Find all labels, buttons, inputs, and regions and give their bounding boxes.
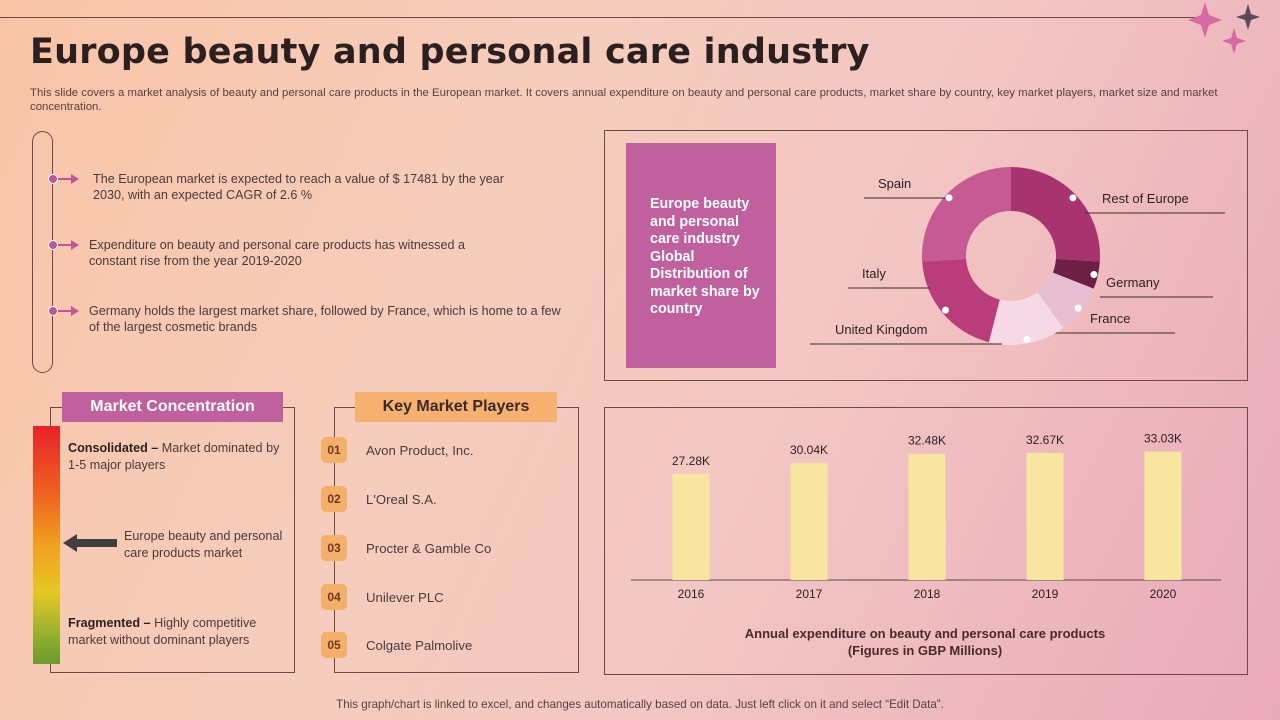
market-share-donut-chart: Rest of Europe Germany France United Kingdo… — [810, 167, 1225, 345]
slice-label: United Kingdom — [835, 322, 928, 337]
concentration-gradient-bar — [33, 426, 60, 664]
bar — [1144, 451, 1182, 580]
arrow-right-icon — [58, 172, 80, 186]
donut-slice — [1011, 167, 1100, 262]
donut-title-box: Europe beauty and personal care industry… — [626, 143, 776, 368]
footer-note: This graph/chart is linked to excel, and… — [336, 698, 944, 711]
timeline-bar — [32, 131, 53, 373]
bar-data-label: 27.28K — [672, 454, 710, 468]
donut-slice — [1037, 272, 1094, 329]
expenditure-panel — [604, 407, 1248, 675]
timeline-dot-icon — [48, 240, 58, 250]
slice-marker-dot — [1090, 271, 1098, 279]
player-number: 04 — [321, 584, 347, 610]
consolidated-text: Market dominated by 1-5 major players — [68, 441, 280, 472]
slice-label: Rest of Europe — [1102, 191, 1189, 206]
key-players-heading: Key Market Players — [355, 392, 557, 422]
bar-data-label: 32.67K — [1026, 433, 1064, 447]
page-title: Europe beauty and personal care industry — [30, 32, 870, 72]
market-concentration-heading: Market Concentration — [62, 392, 283, 422]
list-item: 03 Procter & Gamble Co — [321, 535, 491, 561]
player-name: Procter & Gamble Co — [366, 540, 492, 556]
donut-slice — [922, 167, 1011, 262]
x-tick-label: 2020 — [1150, 587, 1177, 601]
bar — [790, 463, 828, 580]
fragmented-label: Fragmented – — [68, 616, 151, 630]
bar-chart-caption: Annual expenditure on beauty and persona… — [744, 626, 1106, 658]
bar — [1026, 452, 1064, 580]
slice-marker-dot — [1074, 304, 1082, 312]
timeline-item: Expenditure on beauty and personal care … — [48, 237, 588, 269]
bar-data-label: 32.48K — [908, 434, 946, 448]
list-item: 01 Avon Product, Inc. — [321, 437, 474, 463]
timeline-item: The European market is expected to reach… — [48, 171, 588, 203]
consolidated-description: Consolidated – Market dominated by 1-5 m… — [68, 440, 283, 474]
player-number: 05 — [321, 632, 347, 658]
arrow-left-icon — [63, 534, 117, 552]
timeline-text: Expenditure on beauty and personal care … — [89, 238, 465, 268]
donut-slice — [1052, 258, 1100, 289]
player-number: 02 — [321, 486, 347, 512]
fragmented-text: Highly competitive market without domina… — [68, 616, 257, 647]
x-tick-label: 2019 — [1032, 587, 1059, 601]
arrow-right-icon — [58, 238, 80, 252]
slice-label: Italy — [862, 266, 886, 281]
x-tick-label: 2017 — [796, 587, 823, 601]
arrow-right-icon — [58, 304, 80, 318]
slice-marker-dot — [945, 194, 953, 202]
timeline-dot-icon — [48, 306, 58, 316]
slice-marker-dot — [1023, 335, 1031, 343]
bar — [908, 453, 946, 580]
top-divider-line — [0, 17, 1200, 18]
player-number: 01 — [321, 437, 347, 463]
slice-label: Spain — [878, 176, 911, 191]
list-item: 04 Unilever PLC — [321, 584, 444, 610]
sparkle-star-icon — [1188, 2, 1222, 38]
sparkle-star-icon — [1222, 28, 1246, 54]
bar — [672, 473, 710, 580]
player-number: 03 — [321, 535, 347, 561]
slice-marker-dot — [1069, 194, 1077, 202]
market-share-panel — [604, 130, 1248, 381]
sparkle-star-icon — [1236, 4, 1260, 30]
list-item: 05 Colgate Palmolive — [321, 632, 472, 658]
player-name: Unilever PLC — [366, 589, 444, 605]
timeline-text: Germany holds the largest market share, … — [89, 304, 561, 334]
bar-data-label: 30.04K — [790, 443, 828, 457]
market-pointer-text: Europe beauty and personal care products… — [124, 529, 283, 560]
list-item: 02 L'Oreal S.A. — [321, 486, 437, 512]
sparkle-stars-decoration — [1188, 2, 1260, 54]
x-tick-label: 2018 — [914, 587, 941, 601]
fragmented-description: Fragmented – Highly competitive market w… — [68, 615, 283, 649]
timeline-item: Germany holds the largest market share, … — [48, 303, 588, 335]
timeline-dot-icon — [48, 174, 58, 184]
expenditure-bar-chart: 27.28K 2016 30.04K 2017 32.48K 2018 32.67K 2019… — [631, 432, 1221, 601]
slice-label: France — [1090, 311, 1130, 326]
donut-slice — [988, 292, 1064, 345]
consolidated-label: Consolidated – — [68, 441, 159, 455]
slice-label: Germany — [1106, 275, 1160, 290]
slice-marker-dot — [942, 306, 950, 314]
page-subtitle: This slide covers a market analysis of b… — [30, 87, 1218, 113]
player-name: L'Oreal S.A. — [366, 491, 437, 507]
player-name: Colgate Palmolive — [366, 637, 473, 653]
donut-slice — [922, 258, 1000, 343]
x-tick-label: 2016 — [678, 587, 705, 601]
player-name: Avon Product, Inc. — [366, 442, 474, 458]
bar-data-label: 33.03K — [1144, 432, 1182, 446]
timeline-text: The European market is expected to reach… — [93, 172, 504, 202]
